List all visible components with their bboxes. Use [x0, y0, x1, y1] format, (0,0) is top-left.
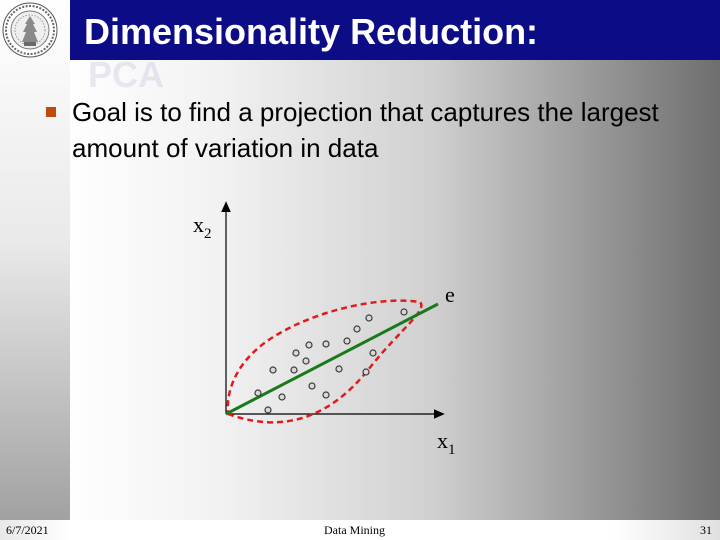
slide-title-overflow: PCA [88, 54, 165, 95]
data-point [290, 366, 298, 374]
slide-title: Dimensionality Reduction: [84, 11, 539, 52]
variance-ellipse [226, 299, 423, 424]
vector-e-label: e [445, 282, 455, 307]
y-axis-label: x2 [193, 212, 212, 242]
data-point [362, 368, 370, 376]
data-point [343, 337, 351, 345]
left-band [0, 0, 70, 540]
university-seal-logo [2, 2, 58, 58]
data-point [278, 393, 286, 401]
data-point [400, 308, 408, 316]
page-number: 31 [700, 523, 712, 537]
data-point [322, 340, 330, 348]
data-point [322, 391, 330, 399]
data-point [269, 366, 277, 374]
data-point [292, 349, 300, 357]
data-point [308, 382, 316, 390]
bullet-marker [46, 107, 56, 117]
title-bar [70, 0, 720, 60]
data-point [254, 389, 262, 397]
footer-title: Data Mining [324, 523, 385, 537]
principal-component-line [225, 302, 439, 416]
x-axis-label: x1 [437, 428, 456, 458]
data-point [365, 314, 373, 322]
footer-bar [0, 520, 720, 540]
footer-date: 6/7/2021 [6, 523, 49, 537]
bullet-text: Goal is to find a projection that captur… [72, 97, 659, 163]
data-point [353, 325, 361, 333]
data-point [369, 349, 377, 357]
data-point [264, 406, 272, 414]
data-point [302, 357, 310, 365]
data-point [335, 365, 343, 373]
data-point [305, 341, 313, 349]
data-points [254, 308, 408, 414]
